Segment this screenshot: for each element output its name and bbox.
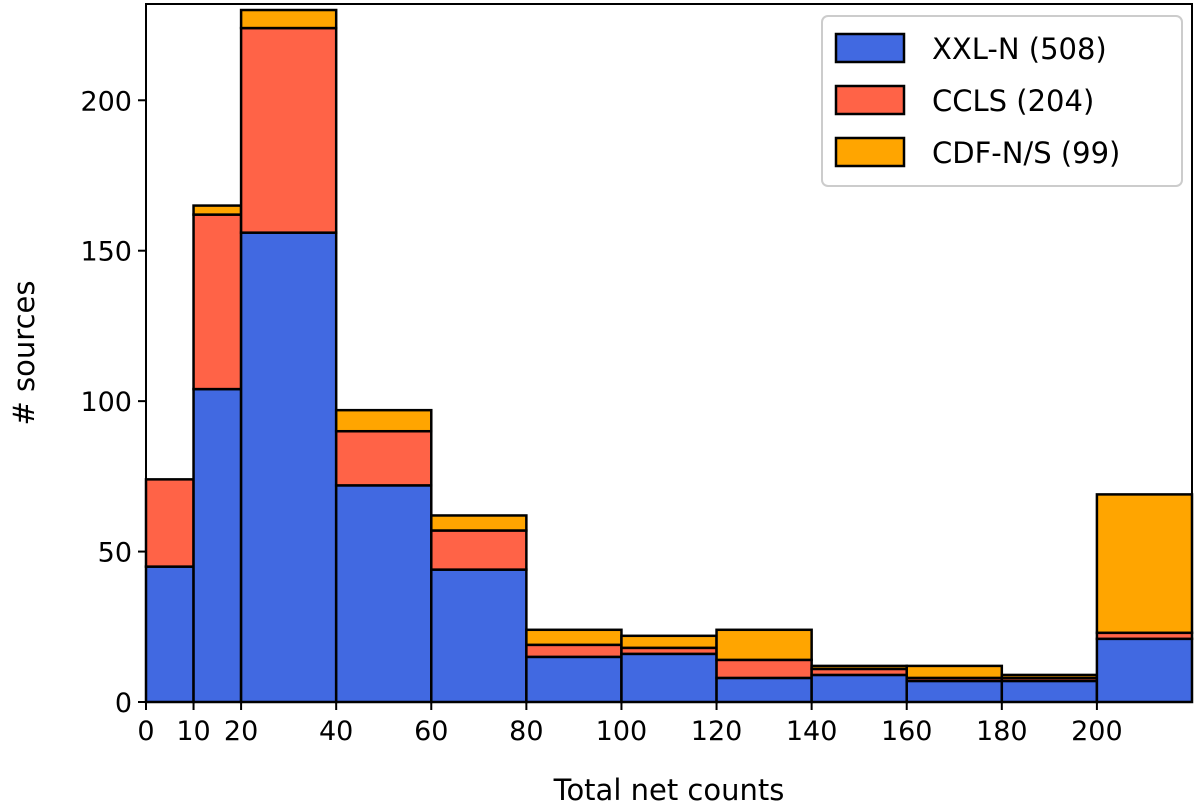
bar-ccls-bin-1 (192, 213, 243, 391)
x-tick-label: 60 (414, 716, 448, 747)
y-tick-label: 150 (80, 237, 132, 268)
bar-cdf-n-s-bin-4 (430, 514, 528, 532)
bar-cdf-n-s-bin-11 (1095, 493, 1194, 635)
bar-ccls-bin-2 (239, 26, 338, 234)
y-tick-label: 200 (80, 86, 132, 117)
x-tick-label: 20 (224, 716, 258, 747)
legend-label: CDF-N/S (99) (932, 136, 1120, 170)
x-tick-label: 160 (881, 716, 933, 747)
bar-cdf-n-s-bin-8 (810, 664, 908, 671)
bar-xxl-n-bin-10 (1000, 679, 1099, 704)
bar-xxl-n-bin-2 (239, 231, 338, 704)
bar-cdf-n-s-bin-1 (192, 204, 243, 216)
x-tick-label: 200 (1071, 716, 1123, 747)
bar-xxl-n-bin-7 (715, 676, 813, 704)
bar-xxl-n-bin-9 (905, 679, 1004, 704)
bar-xxl-n-bin-3 (334, 484, 433, 704)
y-axis: 0 50 100 150 200 (80, 86, 146, 719)
bar-cdf-n-s-bin-2 (239, 8, 338, 30)
bar-ccls-bin-4 (430, 529, 528, 571)
bar-cdf-n-s-bin-6 (620, 634, 718, 650)
bar-cdf-n-s-bin-9 (905, 664, 1004, 680)
bar-xxl-n-bin-0 (144, 565, 195, 704)
bar-ccls-bin-7 (715, 658, 813, 680)
legend-swatch (834, 84, 906, 116)
y-tick-label: 100 (80, 387, 132, 418)
bar-xxl-n-bin-11 (1095, 637, 1194, 704)
x-tick-label: 10 (176, 716, 210, 747)
bar-ccls-bin-5 (525, 643, 623, 659)
legend-label: CCLS (204) (932, 84, 1094, 118)
bar-cdf-n-s-bin-5 (525, 628, 623, 647)
bar-xxl-n-bin-1 (192, 387, 243, 704)
legend-label: XXL-N (508) (932, 32, 1107, 66)
bar-xxl-n-bin-6 (620, 652, 718, 704)
plot-frame (145, 3, 1193, 703)
bar-ccls-bin-3 (334, 429, 433, 487)
bar-cdf-n-s-bin-7 (715, 628, 813, 662)
bar-xxl-n-bin-4 (430, 568, 528, 704)
y-tick-label: 50 (98, 538, 132, 569)
x-tick-label: 0 (137, 716, 154, 747)
x-tick-label: 120 (691, 716, 743, 747)
bar-group (144, 8, 1194, 704)
x-tick-label: 40 (319, 716, 353, 747)
x-axis: 0 10 20 40 60 80 100 120 140 160 180 200 (137, 702, 1123, 747)
bar-cdf-n-s-bin-3 (334, 408, 433, 433)
bar-cdf-n-s-bin-10 (1000, 673, 1099, 680)
bar-xxl-n-bin-8 (810, 673, 908, 704)
x-tick-label: 140 (786, 716, 838, 747)
x-tick-label: 100 (596, 716, 648, 747)
x-tick-label: 80 (509, 716, 543, 747)
x-axis-title: Total net counts (553, 773, 785, 807)
legend: XXL-N (508) CCLS (204) CDF-N/S (99) (821, 15, 1183, 187)
legend-swatch (834, 32, 906, 64)
bar-xxl-n-bin-5 (525, 655, 623, 704)
legend-swatch (834, 136, 906, 168)
y-axis-title: # sources (7, 281, 41, 426)
y-tick-label: 0 (115, 688, 132, 719)
x-tick-label: 180 (976, 716, 1028, 747)
legend-box (821, 15, 1183, 187)
bar-ccls-bin-0 (144, 478, 195, 568)
